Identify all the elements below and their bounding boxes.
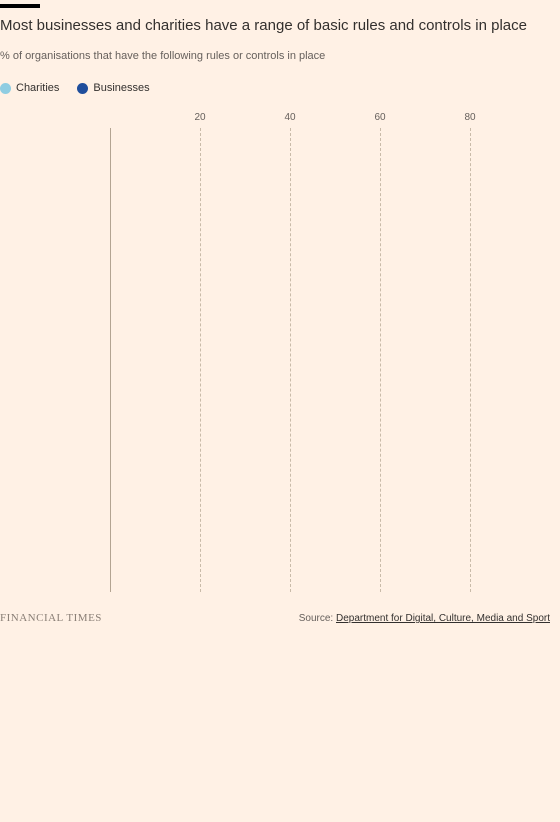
chart-rows: [0, 128, 560, 592]
x-tick-label: 20: [194, 112, 205, 123]
x-tick-label: 80: [464, 112, 475, 123]
legend-label-charities: Charities: [16, 82, 59, 94]
source-link[interactable]: Department for Digital, Culture, Media a…: [336, 613, 550, 624]
legend-dot-charities: [0, 83, 11, 94]
legend-item-charities: Charities: [0, 82, 59, 94]
brand-wordmark: FINANCIAL TIMES: [0, 612, 102, 624]
legend-item-businesses: Businesses: [77, 82, 149, 94]
x-axis-labels: 20 40 60 80: [110, 112, 560, 126]
chart-title: Most businesses and charities have a ran…: [0, 16, 560, 36]
accent-bar: [0, 4, 40, 8]
x-tick-label: 40: [284, 112, 295, 123]
legend: Charities Businesses: [0, 82, 560, 94]
chart-subtitle: % of organisations that have the followi…: [0, 50, 560, 62]
legend-dot-businesses: [77, 83, 88, 94]
source-prefix: Source:: [299, 613, 336, 624]
footer: FINANCIAL TIMES Source: Department for D…: [0, 612, 560, 624]
legend-label-businesses: Businesses: [93, 82, 149, 94]
chart-area: 20 40 60 80: [0, 112, 560, 592]
x-tick-label: 60: [374, 112, 385, 123]
source-line: Source: Department for Digital, Culture,…: [299, 613, 550, 624]
